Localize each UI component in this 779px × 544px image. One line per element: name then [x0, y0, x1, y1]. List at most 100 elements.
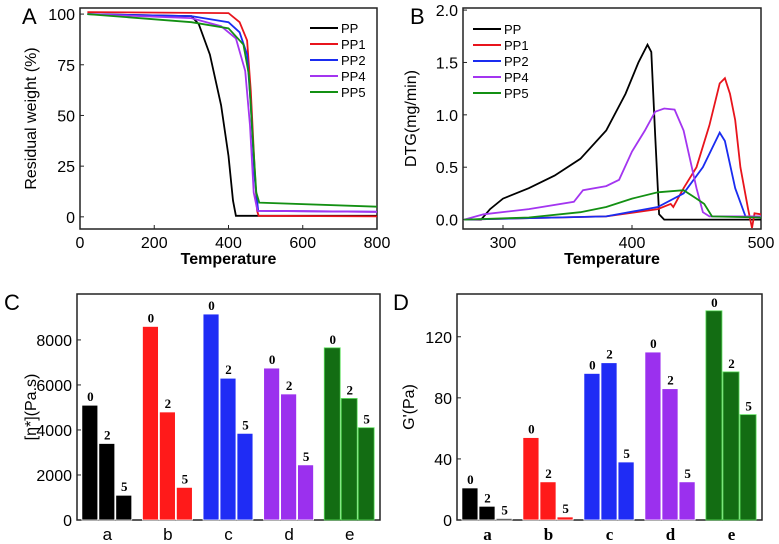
- bar-label: 2: [104, 427, 111, 442]
- y-tick-label: 1.0: [436, 108, 458, 125]
- x-tick-label: 300: [490, 235, 517, 252]
- legend-label-pp4: PP4: [341, 69, 366, 84]
- series-line-pp5: [87, 13, 377, 208]
- bar-b-2: [539, 481, 557, 521]
- bar-d-2: [661, 388, 679, 521]
- bar-label: 0: [528, 422, 535, 437]
- y-tick-label: 40: [434, 452, 452, 469]
- bar-label: 0: [87, 389, 94, 404]
- bar-label: 0: [467, 472, 474, 487]
- bar-d-0: [644, 351, 662, 521]
- series-line-pp4: [464, 107, 761, 221]
- bar-label: 2: [484, 490, 491, 505]
- panel-label: D: [393, 290, 409, 315]
- panel-a: A 0 25 50 75 100 Residual weight (%) 0 200 400 600…: [22, 4, 390, 268]
- bar-e-5: [739, 414, 757, 521]
- legend-label-pp2: PP2: [341, 53, 366, 68]
- bar-b-0: [522, 437, 540, 521]
- bar-label: 5: [562, 501, 569, 516]
- y-tick-label: 0.5: [436, 160, 458, 177]
- y-tick-label: 100: [48, 7, 75, 24]
- panel-b: B 0.0 0.5 1.0 1.5 2.0 DTG(mg/min) 300 400 500 Temp…: [403, 3, 774, 268]
- bar-c-0: [583, 373, 601, 521]
- x-category-label: a: [103, 525, 113, 544]
- x-tick-label: 400: [215, 235, 242, 252]
- y-tick-label: 0: [443, 513, 452, 530]
- bar-a-0: [81, 404, 99, 521]
- bar-label: 0: [269, 352, 276, 367]
- bar-e-0: [705, 310, 723, 521]
- bar-d-5: [678, 481, 696, 521]
- series-line-pp2: [464, 130, 761, 221]
- bar-label: 0: [711, 295, 718, 310]
- bar-d-5: [297, 464, 314, 521]
- legend-label-pp1: PP1: [504, 38, 529, 53]
- legend-label-pp: PP: [504, 22, 521, 37]
- legend-label-pp5: PP5: [504, 86, 529, 101]
- x-category-label: d: [666, 525, 676, 544]
- bar-label: 2: [728, 356, 735, 371]
- bar-label: 2: [286, 378, 293, 393]
- series-line-pp5: [464, 189, 761, 221]
- bar-label: 5: [182, 471, 189, 486]
- x-category-label: e: [345, 525, 354, 544]
- y-axis-label: Residual weight (%): [23, 47, 40, 189]
- legend-label-pp2: PP2: [504, 54, 529, 69]
- bar-e-2: [340, 398, 358, 521]
- x-category-label: c: [606, 525, 614, 544]
- bar-a-2: [98, 443, 116, 521]
- bar-label: 2: [165, 396, 172, 411]
- bar-label: 5: [623, 446, 630, 461]
- bar-label: 2: [606, 347, 613, 362]
- bar-b-0: [142, 326, 159, 521]
- x-category-label: e: [728, 525, 736, 544]
- legend-label-pp4: PP4: [504, 70, 529, 85]
- bar-label: 2: [667, 373, 674, 388]
- y-tick-label: 120: [425, 330, 452, 347]
- y-tick-label: 50: [57, 108, 75, 125]
- bar-a-2: [478, 505, 496, 521]
- y-tick-label: 1.5: [436, 55, 458, 72]
- series-line-pp4: [87, 13, 377, 213]
- series-line-pp: [464, 42, 761, 221]
- x-category-label: b: [163, 525, 172, 544]
- y-tick-label: 4000: [36, 423, 72, 440]
- y-axis-label: DTG(mg/min): [403, 70, 420, 167]
- bar-b-2: [159, 411, 176, 521]
- series-line-pp1: [464, 76, 761, 229]
- bar-c-2: [219, 377, 237, 521]
- bar-c-2: [600, 362, 618, 521]
- bar-label: 5: [501, 502, 508, 517]
- bar-label: 5: [684, 466, 691, 481]
- plot-frame: [462, 7, 762, 230]
- x-tick-label: 200: [141, 235, 168, 252]
- x-tick-label: 600: [289, 235, 316, 252]
- bar-label: 2: [545, 466, 552, 481]
- plot-frame: [79, 7, 378, 230]
- y-tick-label: 8000: [36, 333, 72, 350]
- y-tick-label: 6000: [36, 378, 72, 395]
- panel-label: B: [410, 4, 425, 29]
- y-tick-label: 80: [434, 391, 452, 408]
- bar-c-0: [202, 313, 220, 521]
- bar-e-0: [323, 347, 341, 521]
- bar-d-2: [280, 393, 297, 521]
- bar-a-5: [115, 494, 133, 521]
- legend-label-pp1: PP1: [341, 37, 366, 52]
- x-axis-label: Temperature: [181, 251, 277, 268]
- x-axis-label: Temperature: [564, 251, 660, 268]
- y-tick-label: 0.0: [436, 213, 458, 230]
- bar-label: 5: [363, 412, 370, 427]
- bar-label: 0: [589, 357, 596, 372]
- bar-c-5: [236, 432, 254, 521]
- bar-label: 0: [208, 298, 215, 313]
- x-tick-label: 500: [748, 235, 775, 252]
- legend-label-pp: PP: [341, 21, 358, 36]
- y-tick-label: 0: [66, 210, 75, 227]
- x-category-label: a: [483, 525, 492, 544]
- x-category-label: b: [544, 525, 553, 544]
- bar-d-0: [263, 367, 281, 521]
- bar-label: 5: [121, 479, 128, 494]
- panel-label: C: [4, 290, 20, 315]
